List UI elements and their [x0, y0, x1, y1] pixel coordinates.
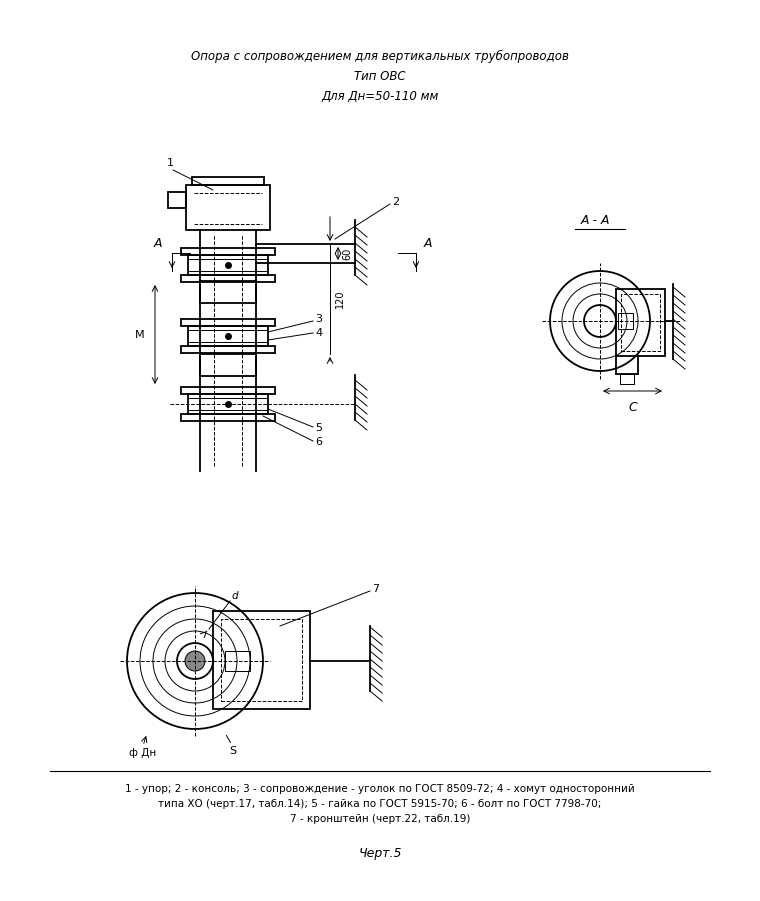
Text: типа ХО (черт.17, табл.14); 5 - гайка по ГОСТ 5915-70; 6 - болт по ГОСТ 7798-70;: типа ХО (черт.17, табл.14); 5 - гайка по… [158, 799, 602, 809]
Text: Для Дн=50-110 мм: Для Дн=50-110 мм [321, 89, 439, 103]
Bar [181, 275, 275, 282]
Text: 120: 120 [335, 290, 345, 308]
Text: 1 - упор; 2 - консоль; 3 - сопровождение - уголок по ГОСТ 8509-72; 4 - хомут одн: 1 - упор; 2 - консоль; 3 - сопровождение… [125, 784, 635, 794]
Text: ф Дн: ф Дн [129, 748, 157, 758]
Text: S: S [230, 746, 236, 756]
Text: 6: 6 [315, 437, 322, 447]
Text: С: С [628, 401, 637, 414]
Bar [618, 313, 633, 329]
Text: М: М [135, 330, 145, 340]
Bar [221, 619, 302, 701]
Text: 5: 5 [315, 423, 322, 433]
Text: А - А: А - А [580, 214, 610, 227]
Bar [200, 354, 256, 376]
Bar [188, 326, 268, 346]
Bar [225, 651, 250, 671]
Bar [186, 185, 270, 230]
Text: Опора с сопровождением для вертикальных трубопроводов: Опора с сопровождением для вертикальных … [191, 50, 569, 62]
Text: 1: 1 [166, 158, 173, 168]
Bar [181, 346, 275, 353]
Circle shape [185, 651, 205, 671]
Text: 2: 2 [392, 197, 399, 207]
Text: Тип ОВС: Тип ОВС [354, 69, 406, 83]
Bar [200, 281, 256, 303]
Bar [620, 374, 634, 384]
Bar [192, 177, 264, 185]
Text: 60: 60 [342, 248, 352, 259]
Bar [181, 387, 275, 394]
Text: Черт.5: Черт.5 [358, 847, 402, 860]
Text: 4: 4 [315, 328, 322, 338]
Text: 7 - кронштейн (черт.22, табл.19): 7 - кронштейн (черт.22, табл.19) [290, 814, 470, 824]
Text: А: А [424, 237, 432, 250]
Bar [616, 289, 665, 356]
Bar [188, 394, 268, 414]
Bar [181, 248, 275, 255]
Text: 3: 3 [315, 314, 322, 324]
Text: 7: 7 [372, 584, 379, 594]
Bar [188, 255, 268, 275]
Bar [181, 319, 275, 326]
Text: d: d [232, 591, 239, 601]
Bar [181, 414, 275, 421]
Bar [621, 294, 660, 351]
Text: А: А [154, 237, 162, 250]
Bar [213, 611, 310, 709]
Bar [168, 192, 186, 208]
